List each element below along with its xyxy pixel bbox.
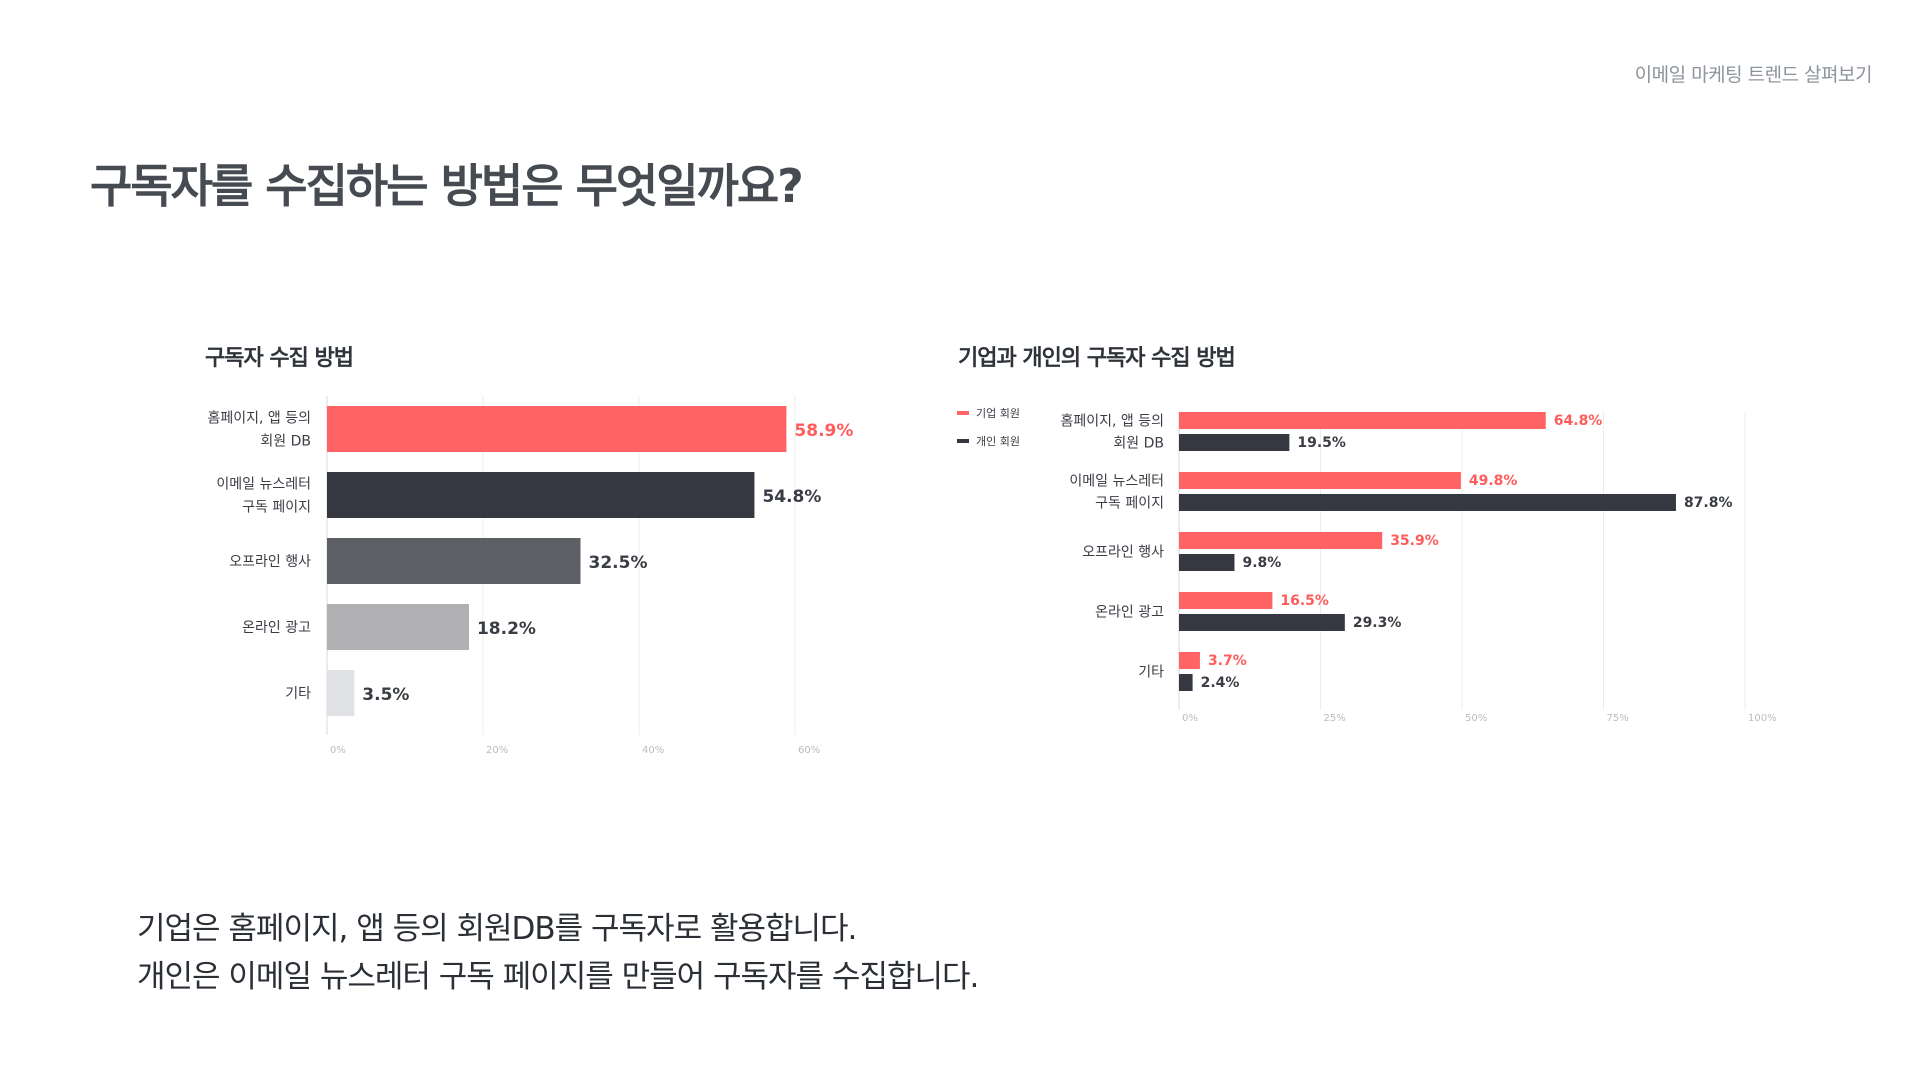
x-tick-label: 75%	[1607, 713, 1629, 724]
category-label: 이메일 뉴스레터	[216, 477, 311, 493]
bar	[1179, 412, 1546, 429]
bar	[327, 604, 469, 650]
footer-line-2: 개인은 이메일 뉴스레터 구독 페이지를 만들어 구독자를 수집합니다.	[137, 959, 979, 995]
category-label: 오프라인 행사	[1082, 545, 1164, 561]
page-title: 구독자를 수집하는 방법은 무엇일까요?	[90, 159, 804, 213]
category-label: 기타	[1138, 665, 1164, 681]
x-tick-label: 60%	[798, 745, 820, 756]
data-label: 2.4%	[1201, 675, 1240, 691]
header-tag: 이메일 마케팅 트렌드 살펴보기	[1634, 64, 1873, 86]
legend-swatch	[957, 439, 969, 443]
data-label: 64.8%	[1554, 413, 1603, 429]
bar	[327, 670, 355, 716]
bar	[1179, 434, 1290, 451]
category-label: 회원 DB	[1113, 436, 1164, 452]
data-label: 35.9%	[1390, 533, 1439, 549]
data-label: 18.2%	[477, 619, 536, 639]
data-label: 3.5%	[362, 685, 409, 705]
data-label: 29.3%	[1353, 615, 1402, 631]
data-label: 49.8%	[1469, 473, 1518, 489]
x-tick-label: 20%	[486, 745, 508, 756]
category-label: 홈페이지, 앱 등의	[1060, 414, 1164, 430]
bar	[327, 406, 787, 452]
category-label: 구독 페이지	[1095, 496, 1164, 512]
category-label: 온라인 광고	[242, 620, 311, 636]
x-tick-label: 40%	[642, 745, 664, 756]
category-label: 온라인 광고	[1095, 605, 1164, 621]
footer-text: 기업은 홈페이지, 앱 등의 회원DB를 구독자로 활용합니다. 개인은 이메일…	[137, 905, 979, 1001]
bar	[1179, 494, 1676, 511]
category-label: 기타	[285, 686, 311, 702]
footer-line-1: 기업은 홈페이지, 앱 등의 회원DB를 구독자로 활용합니다.	[137, 911, 857, 947]
bar	[1179, 532, 1383, 549]
legend-swatch	[957, 411, 969, 415]
data-label: 32.5%	[589, 553, 648, 573]
data-label: 19.5%	[1297, 435, 1346, 451]
bar	[1179, 472, 1461, 489]
category-label: 구독 페이지	[242, 500, 311, 516]
data-label: 16.5%	[1280, 593, 1329, 609]
bar	[327, 538, 581, 584]
bar	[1179, 652, 1200, 669]
x-tick-label: 0%	[1182, 713, 1198, 724]
category-label: 이메일 뉴스레터	[1069, 474, 1164, 490]
legend-label: 기업 회원	[976, 407, 1020, 420]
chart-title-company-vs-individual: 기업과 개인의 구독자 수집 방법	[958, 346, 1236, 371]
data-label: 3.7%	[1208, 653, 1247, 669]
chart-title-collection-methods: 구독자 수집 방법	[205, 346, 354, 371]
bar	[1179, 554, 1235, 571]
bar	[327, 472, 755, 518]
bar	[1179, 592, 1273, 609]
legend-label: 개인 회원	[976, 435, 1020, 448]
data-label: 9.8%	[1242, 555, 1281, 571]
data-label: 87.8%	[1684, 495, 1733, 511]
data-label: 58.9%	[794, 421, 853, 441]
category-label: 오프라인 행사	[229, 554, 311, 570]
bar	[1179, 614, 1345, 631]
x-tick-label: 50%	[1465, 713, 1487, 724]
bar	[1179, 674, 1193, 691]
data-label: 54.8%	[762, 487, 821, 507]
x-tick-label: 100%	[1748, 713, 1777, 724]
x-tick-label: 25%	[1324, 713, 1346, 724]
category-label: 회원 DB	[260, 434, 311, 450]
x-tick-label: 0%	[330, 745, 346, 756]
category-label: 홈페이지, 앱 등의	[207, 411, 311, 427]
